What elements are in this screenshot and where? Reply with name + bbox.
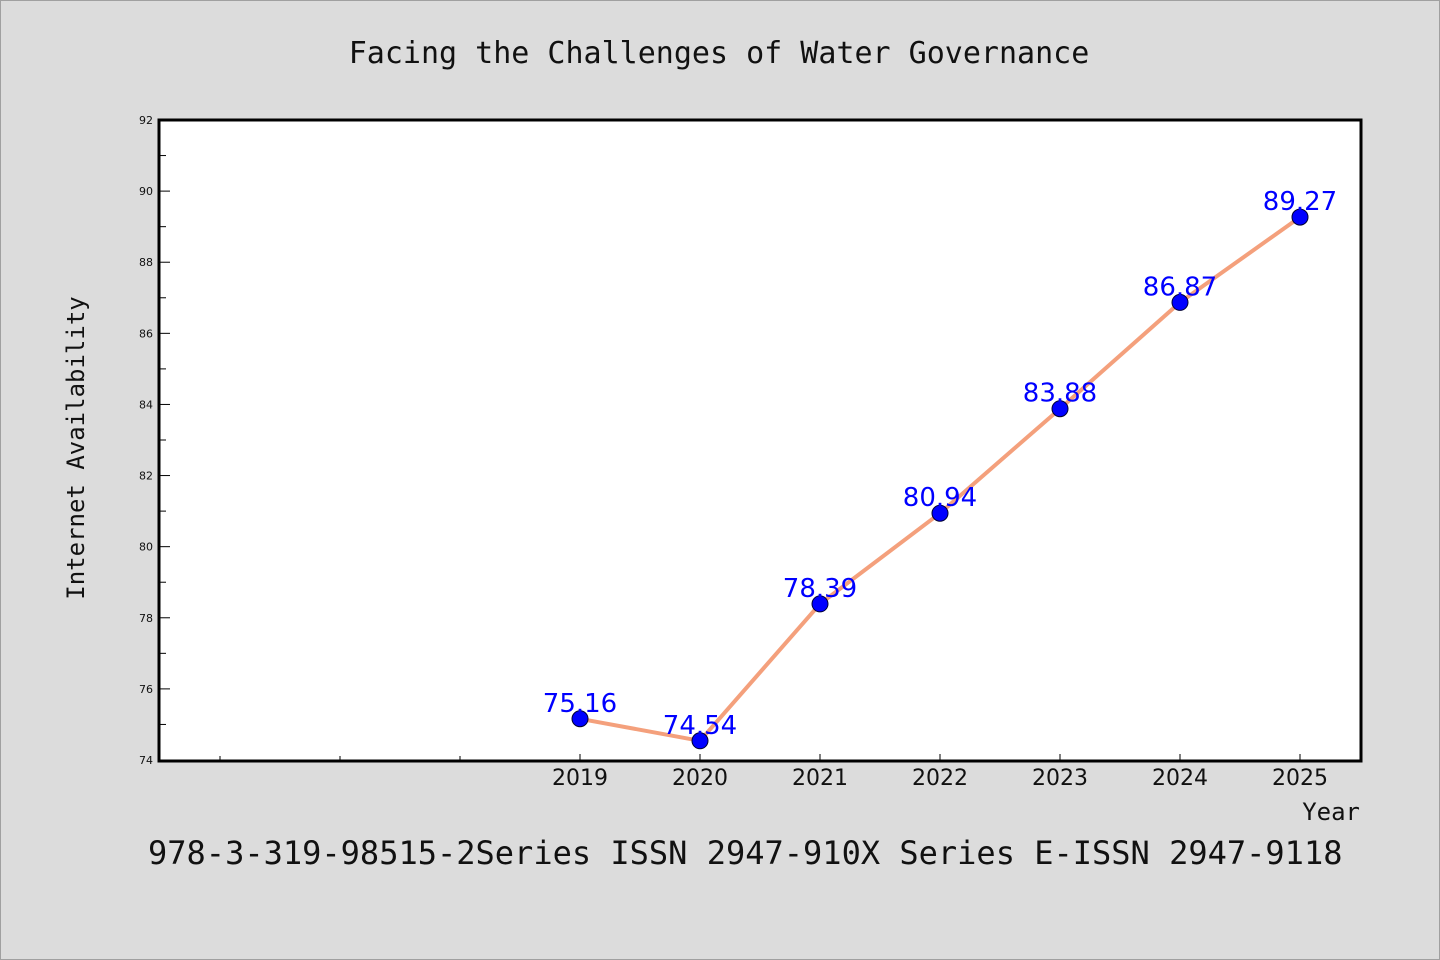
data-point [571, 710, 589, 728]
data-label: 89.27 [1263, 187, 1337, 217]
y-tick-label: 92 [139, 114, 153, 127]
x-tick-label: 2022 [912, 766, 968, 791]
data-label: 74.54 [663, 711, 737, 741]
data-point [691, 732, 709, 750]
data-point [1171, 293, 1189, 311]
x-tick-label: 2023 [1032, 766, 1088, 791]
data-point [811, 595, 829, 613]
x-tick-label: 2021 [792, 766, 848, 791]
y-axis-label: Internet Availability [62, 296, 90, 599]
y-tick-label: 88 [139, 256, 153, 269]
plot-area [157, 118, 1363, 763]
data-label: 80.94 [903, 483, 977, 513]
series-markers [571, 208, 1309, 750]
y-axis: 74 76 78 80 82 84 86 88 90 92 [139, 114, 170, 767]
x-axis-label: Year [1302, 798, 1360, 826]
y-tick-label: 76 [139, 683, 153, 696]
data-label: 83.88 [1023, 379, 1097, 409]
chart-title: Facing the Challenges of Water Governanc… [349, 36, 1090, 71]
x-tick-label: 2020 [672, 766, 728, 791]
y-tick-label: 84 [139, 398, 153, 411]
data-labels: 75.16 74.54 78.39 80.94 83.88 86.87 89.27 [543, 187, 1337, 741]
y-tick-label: 78 [139, 612, 153, 625]
x-tick-label: 2024 [1152, 766, 1208, 791]
footer-text: 978-3-319-98515-2Series ISSN 2947-910X S… [148, 834, 1342, 872]
y-tick-label: 86 [139, 327, 153, 340]
data-point [1051, 400, 1069, 418]
data-label: 78.39 [783, 574, 857, 604]
data-point [931, 504, 949, 522]
data-label: 86.87 [1143, 272, 1217, 302]
x-tick-label: 2019 [552, 766, 608, 791]
y-tick-label: 90 [139, 185, 153, 198]
y-tick-label: 74 [139, 754, 153, 767]
data-label: 75.16 [543, 689, 617, 719]
x-axis: 2019 2020 2021 2022 2023 2024 2025 [219, 754, 1328, 791]
y-tick-label: 80 [139, 541, 153, 554]
data-point [1291, 208, 1309, 226]
x-tick-label: 2025 [1272, 766, 1328, 791]
y-tick-label: 82 [139, 470, 153, 483]
